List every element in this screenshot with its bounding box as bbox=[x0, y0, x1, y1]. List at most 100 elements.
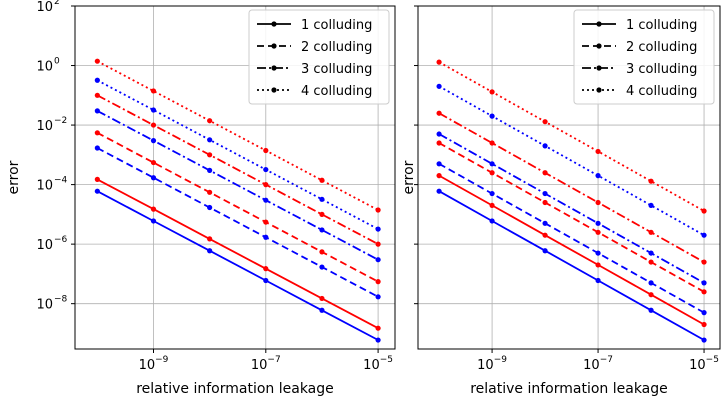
data-point bbox=[319, 227, 325, 233]
data-point bbox=[701, 310, 707, 316]
data-point bbox=[150, 218, 157, 224]
data-point bbox=[375, 337, 381, 343]
legend-label: 3 colluding bbox=[301, 62, 372, 77]
legend-marker bbox=[271, 87, 277, 93]
data-point bbox=[648, 250, 654, 256]
series-line bbox=[438, 133, 705, 284]
data-point bbox=[94, 58, 100, 64]
x-tick-mantissa: 10 bbox=[583, 358, 600, 373]
x-axis-label: relative information leakage bbox=[470, 381, 668, 397]
data-point bbox=[150, 107, 157, 113]
data-point bbox=[436, 161, 442, 167]
axes-frame bbox=[74, 5, 396, 350]
y-tick-mantissa: 10 bbox=[36, 298, 53, 313]
data-point bbox=[648, 259, 654, 265]
data-point bbox=[94, 176, 100, 182]
x-tick-label: 10−9 bbox=[139, 355, 169, 373]
data-point bbox=[701, 259, 707, 265]
data-point bbox=[648, 292, 654, 298]
series-line bbox=[438, 85, 705, 236]
data-point bbox=[319, 307, 325, 313]
data-point bbox=[207, 118, 213, 124]
y-tick-label: 10 bbox=[36, 238, 53, 253]
data-point bbox=[542, 190, 548, 197]
data-point bbox=[319, 249, 325, 255]
series-line bbox=[438, 174, 705, 326]
y-tick-exponent: −8 bbox=[54, 295, 68, 305]
y-tick-mantissa: 10 bbox=[36, 238, 53, 253]
data-point bbox=[207, 167, 213, 173]
data-point bbox=[436, 188, 442, 194]
data-point bbox=[542, 199, 548, 206]
data-point bbox=[375, 241, 381, 247]
series-line bbox=[96, 190, 379, 341]
data-point bbox=[701, 208, 707, 214]
data-point bbox=[319, 177, 325, 183]
data-point bbox=[595, 262, 601, 268]
data-point bbox=[595, 173, 601, 179]
data-point bbox=[319, 196, 325, 202]
y-tick-mantissa: 10 bbox=[36, 60, 53, 75]
data-point bbox=[94, 188, 100, 194]
data-point bbox=[595, 229, 601, 235]
data-point bbox=[263, 166, 269, 173]
data-point bbox=[489, 161, 495, 167]
legend-marker bbox=[596, 43, 602, 49]
legend-frame bbox=[573, 9, 715, 105]
data-point bbox=[489, 170, 495, 176]
data-point bbox=[319, 211, 325, 217]
data-point bbox=[648, 229, 654, 235]
data-point bbox=[94, 130, 100, 136]
data-point bbox=[595, 250, 601, 256]
data-point bbox=[375, 294, 381, 300]
y-tick-label: 10 bbox=[36, 179, 53, 194]
data-point bbox=[489, 113, 495, 119]
data-point bbox=[595, 220, 601, 226]
x-tick-exponent: −9 bbox=[155, 355, 169, 365]
data-point bbox=[94, 145, 100, 151]
x-axis-label: relative information leakage bbox=[136, 381, 334, 397]
x-tick-exponent: −7 bbox=[600, 355, 613, 365]
series-line bbox=[96, 178, 379, 329]
data-point bbox=[436, 173, 442, 179]
data-point bbox=[436, 59, 442, 65]
data-point bbox=[701, 232, 707, 238]
data-point bbox=[263, 182, 269, 188]
y-axis-label: error bbox=[6, 160, 22, 194]
data-point bbox=[263, 277, 269, 284]
y-tick-label: 10 bbox=[36, 0, 53, 15]
data-point bbox=[701, 321, 707, 328]
legend-marker bbox=[596, 65, 602, 71]
x-tick-exponent: −5 bbox=[380, 355, 393, 365]
series-line bbox=[438, 163, 705, 314]
data-point bbox=[542, 248, 548, 254]
data-point bbox=[701, 337, 707, 343]
data-point bbox=[436, 110, 442, 116]
data-point bbox=[94, 77, 100, 83]
legend-label: 2 colluding bbox=[626, 40, 697, 55]
data-point bbox=[94, 108, 100, 114]
data-point bbox=[542, 232, 548, 238]
y-tick-exponent: 0 bbox=[54, 57, 60, 67]
legend: 1 colluding 2 colluding 3 colluding 4 collu… bbox=[573, 9, 715, 105]
data-point bbox=[542, 119, 548, 125]
data-point bbox=[542, 170, 548, 176]
data-point bbox=[207, 152, 213, 158]
series-line bbox=[438, 142, 705, 293]
legend-label: 2 colluding bbox=[301, 40, 372, 55]
data-point bbox=[595, 277, 601, 284]
data-point bbox=[263, 266, 269, 272]
y-tick-exponent: −4 bbox=[54, 176, 68, 186]
x-tick-label: 10−7 bbox=[251, 355, 281, 373]
series-line bbox=[96, 94, 379, 245]
y-axis-label: error bbox=[401, 160, 417, 194]
data-point bbox=[542, 143, 548, 149]
x-tick-label: 10−5 bbox=[363, 355, 393, 373]
data-point bbox=[263, 219, 269, 225]
y-tick-label: 10 bbox=[36, 60, 53, 75]
legend-label: 4 colluding bbox=[626, 84, 697, 99]
x-tick-mantissa: 10 bbox=[689, 358, 706, 373]
